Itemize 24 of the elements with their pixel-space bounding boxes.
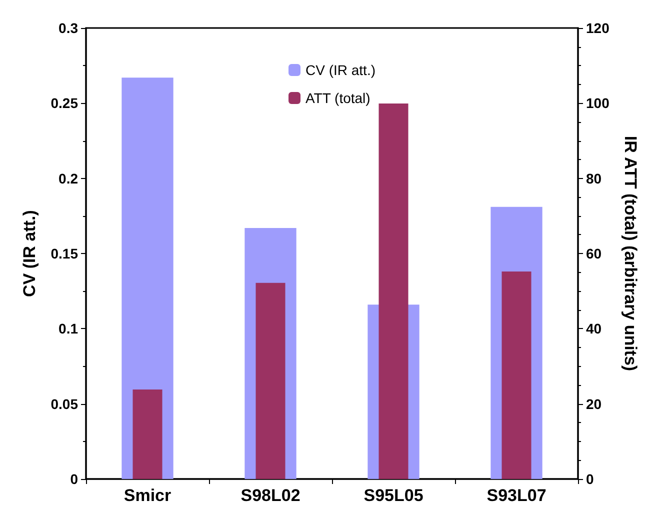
- bar: [502, 272, 532, 479]
- y-tick-label: 0.25: [50, 95, 78, 112]
- y2-tick-label: 80: [586, 170, 602, 186]
- y2-tick-label: 60: [586, 246, 602, 262]
- x-tick-label: S95L05: [364, 486, 424, 505]
- y2-tick-label: 120: [586, 20, 610, 36]
- x-tick-label: S93L07: [486, 486, 546, 505]
- bar: [132, 390, 162, 479]
- y-tick-label: 0.1: [58, 320, 78, 337]
- legend-label: CV (IR att.): [305, 62, 376, 78]
- y2-axis-title: IR ATT (total) (arbitrary units): [621, 136, 640, 372]
- y2-tick-label: 0: [586, 471, 594, 487]
- legend-label: ATT (total): [305, 90, 370, 106]
- y-tick-label: 0.05: [50, 396, 78, 412]
- y-tick-label: 0: [70, 471, 78, 487]
- y-tick-label: 0.2: [58, 170, 78, 186]
- x-tick-label: S98L02: [240, 486, 300, 505]
- y2-tick-label: 20: [586, 396, 602, 412]
- y-tick-label: 0.3: [58, 20, 78, 36]
- y-axis-title: CV (IR att.): [20, 210, 39, 297]
- y2-tick-label: 100: [586, 95, 610, 112]
- y-tick-label: 0.15: [50, 246, 78, 262]
- y2-tick-label: 40: [586, 320, 602, 337]
- x-tick-label: Smicr: [124, 486, 172, 505]
